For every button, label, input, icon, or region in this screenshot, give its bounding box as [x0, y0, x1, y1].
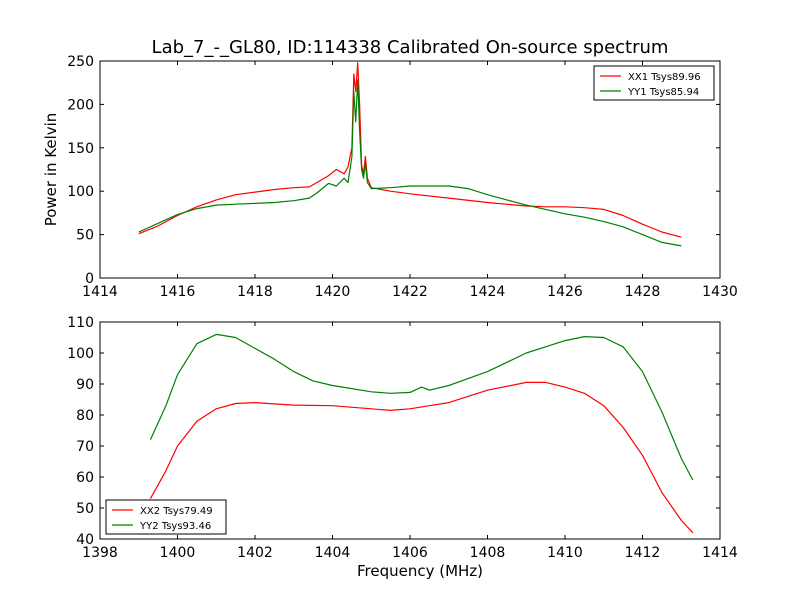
x-tick-label: 1426: [547, 284, 583, 300]
y-tick-label: 60: [76, 470, 94, 486]
legend: XX2 Tsys79.49 YY2 Tsys93.46: [105, 499, 227, 535]
legend-entry-label: YY2 Tsys93.46: [139, 521, 211, 532]
x-tick-label: 1424: [470, 284, 506, 300]
y-tick-label: 200: [67, 97, 94, 113]
y-tick-label: 150: [67, 141, 94, 157]
x-tick-label: 1420: [315, 284, 351, 300]
top-panel: 1414 1416 1418 1420 1422 1424 1426 1428 1430 0 50 1…: [42, 54, 738, 300]
y-tick-label: 0: [85, 271, 94, 287]
x-tick-label: 1410: [547, 545, 583, 561]
x-tick-label: 1414: [702, 545, 738, 561]
y-tick-label: 40: [76, 532, 94, 548]
y-tick-label: 50: [76, 228, 94, 244]
x-tick-label: 1398: [82, 545, 118, 561]
y-tick-label: 90: [76, 377, 94, 393]
legend-box: [105, 499, 227, 535]
series-line-yy2: [149, 333, 694, 481]
legend-box: [593, 65, 715, 101]
y-tick-label: 80: [76, 408, 94, 424]
x-axis-label: Frequency (MHz): [357, 562, 483, 580]
y-tick-label: 70: [76, 439, 94, 455]
bottom-panel: 1398 1400 1402 1404 1406 1408 1410 1412 1414 40 50…: [67, 315, 738, 580]
legend-entry-label: YY1 Tsys85.94: [627, 87, 699, 98]
y-axis-label: Power in Kelvin: [42, 113, 60, 227]
y-tick-label: 250: [67, 54, 94, 70]
y-tick-label: 100: [67, 346, 94, 362]
chart-title: Lab_7_-_GL80, ID:114338 Calibrated On-so…: [152, 37, 669, 58]
legend: XX1 Tsys89.96 YY1 Tsys85.94: [593, 65, 715, 101]
series-line-xx1: [138, 62, 682, 238]
x-tick-label: 1430: [702, 284, 738, 300]
x-tick-label: 1412: [625, 545, 661, 561]
x-tick-label: 1408: [470, 545, 506, 561]
x-tick-label: 1416: [160, 284, 196, 300]
x-tick-label: 1422: [392, 284, 428, 300]
x-tick-label: 1404: [315, 545, 351, 561]
x-tick-label: 1414: [82, 284, 118, 300]
series-line-xx2: [149, 381, 694, 534]
x-tick-label: 1402: [237, 545, 273, 561]
series-line-yy1: [138, 79, 682, 247]
y-tick-label: 50: [76, 501, 94, 517]
y-tick-label: 110: [67, 315, 94, 331]
x-tick-label: 1428: [625, 284, 661, 300]
x-tick-label: 1406: [392, 545, 428, 561]
legend-entry-label: XX1 Tsys89.96: [628, 72, 701, 83]
legend-entry-label: XX2 Tsys79.49: [140, 506, 213, 517]
y-tick-label: 100: [67, 184, 94, 200]
x-tick-label: 1418: [237, 284, 273, 300]
x-tick-label: 1400: [160, 545, 196, 561]
